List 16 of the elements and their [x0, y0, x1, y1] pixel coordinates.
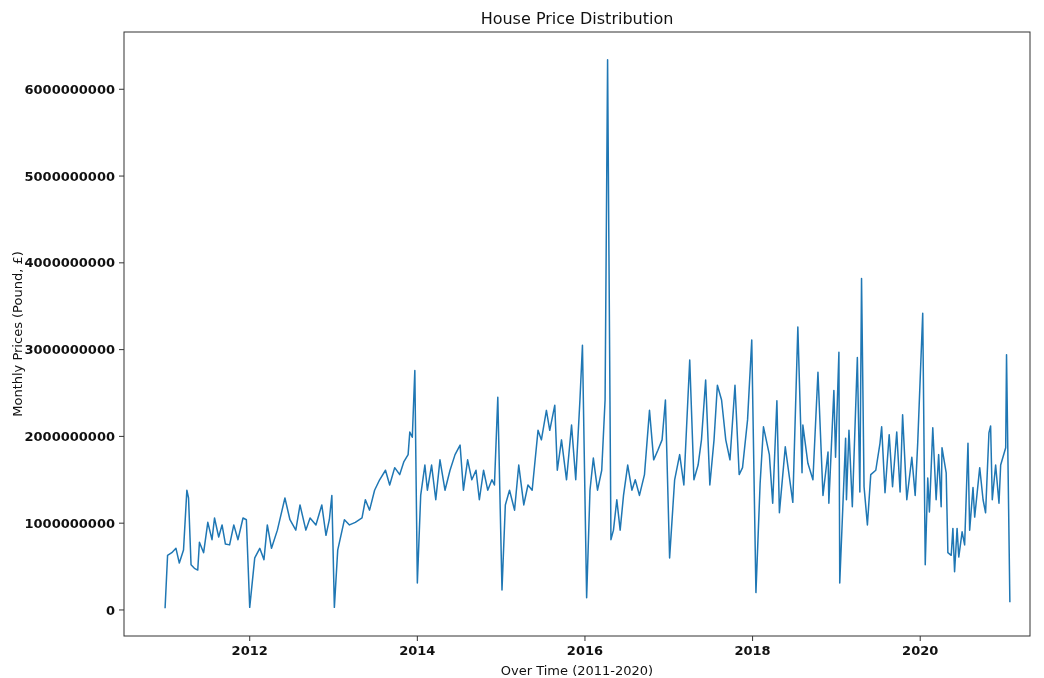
y-tick-label: 6000000000: [24, 81, 115, 97]
y-axis-title: Monthly Prices (Pound, £): [10, 251, 25, 417]
x-tick-label: 2020: [902, 643, 939, 658]
x-tick-label: 2016: [566, 643, 604, 658]
y-tick-label: 4000000000: [24, 255, 115, 271]
y-tick-label: 5000000000: [24, 168, 115, 184]
x-tick-label: 2012: [231, 643, 268, 658]
y-tick-label: 1000000000: [24, 515, 115, 531]
line-series: [164, 59, 1011, 609]
y-tick-label: 0: [105, 602, 115, 618]
y-tick-label: 2000000000: [24, 428, 115, 444]
x-tick-label: 2014: [399, 643, 436, 658]
x-axis-title: Over Time (2011-2020): [500, 663, 654, 678]
y-tick-label: 3000000000: [24, 342, 115, 358]
x-tick-label: 2018: [734, 643, 771, 658]
chart-title: House Price Distribution: [480, 9, 674, 28]
